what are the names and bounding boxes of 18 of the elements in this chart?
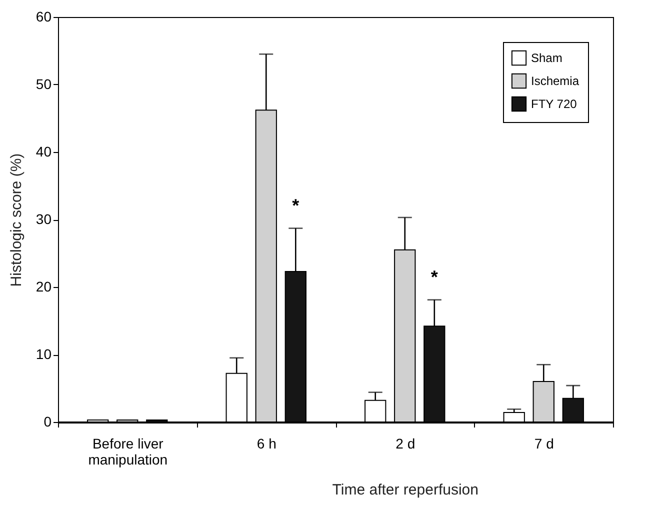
y-tick-label: 20 bbox=[36, 278, 52, 294]
x-tick-label: 6 h bbox=[256, 436, 276, 452]
annotation: * bbox=[292, 195, 300, 216]
x-tick-label: 7 d bbox=[534, 436, 554, 452]
y-tick-label: 40 bbox=[36, 144, 52, 160]
y-tick-label: 50 bbox=[36, 76, 52, 92]
y-tick-label: 30 bbox=[36, 211, 52, 227]
legend-label: FTY 720 bbox=[531, 97, 578, 111]
legend-label: Sham bbox=[531, 51, 562, 65]
legend-label: Ischemia bbox=[531, 74, 580, 88]
y-tick-label: 60 bbox=[36, 8, 52, 24]
y-tick-label: 0 bbox=[44, 414, 52, 430]
y-axis-title: Histologic score (%) bbox=[8, 153, 25, 287]
y-tick-label: 10 bbox=[36, 346, 52, 362]
x-tick-label: 2 d bbox=[396, 436, 416, 452]
x-axis-title: Time after reperfusion bbox=[332, 482, 478, 498]
x-tick-label: Before liver manipulation bbox=[88, 436, 168, 468]
annotation: * bbox=[430, 266, 438, 287]
